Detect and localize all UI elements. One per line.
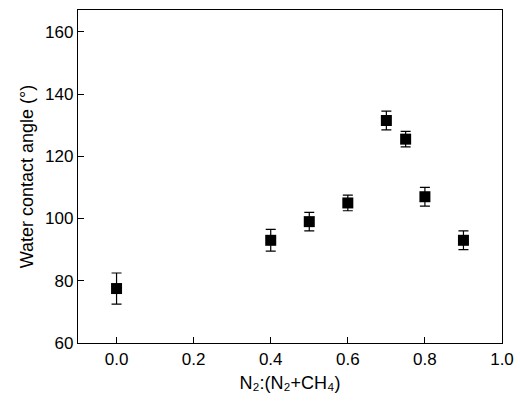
svg-text:120: 120 (45, 147, 73, 166)
svg-text:60: 60 (54, 334, 73, 353)
svg-text:100: 100 (45, 209, 73, 228)
svg-text:160: 160 (45, 23, 73, 42)
svg-text:140: 140 (45, 85, 73, 104)
svg-text:Water contact angle (°): Water contact angle (°) (17, 85, 37, 269)
svg-text:N₂:(N₂+CH₄): N₂:(N₂+CH₄) (240, 373, 341, 393)
svg-text:0.6: 0.6 (336, 350, 360, 369)
svg-text:80: 80 (54, 272, 73, 291)
svg-text:0.0: 0.0 (105, 350, 129, 369)
svg-text:0.4: 0.4 (259, 350, 283, 369)
svg-text:1.0: 1.0 (490, 350, 514, 369)
svg-text:0.2: 0.2 (182, 350, 206, 369)
svg-text:0.8: 0.8 (413, 350, 437, 369)
